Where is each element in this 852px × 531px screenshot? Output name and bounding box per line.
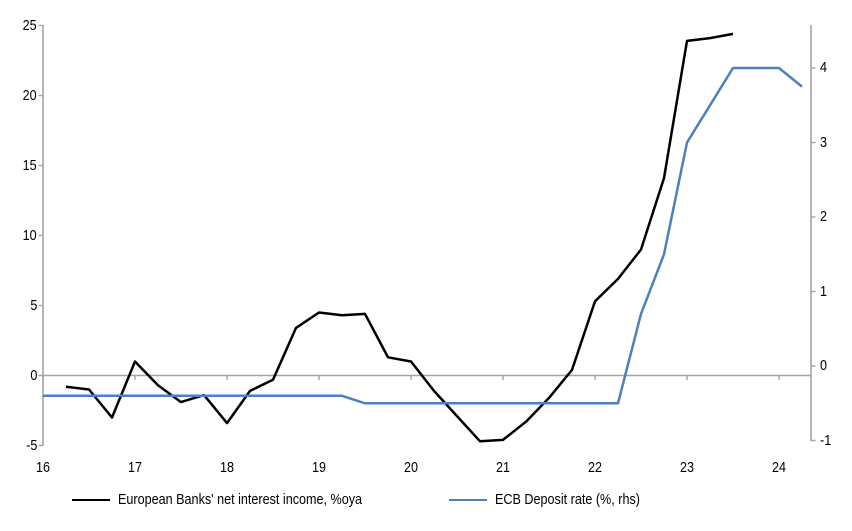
nii-line-swatch — [72, 499, 111, 501]
right-axis-tick-label: 1 — [820, 282, 828, 300]
x-axis-tick-label: 23 — [679, 459, 695, 476]
deposit-rate-line-series — [43, 66, 803, 405]
left-axis-tick-label: 20 — [22, 86, 37, 104]
legend-item-ecb: ECB Deposit rate (%, rhs) — [448, 491, 668, 508]
x-axis-tick-label: 16 — [35, 459, 51, 476]
left-axis-tick-label: 5 — [29, 296, 37, 314]
right-axis-tick-label: 4 — [820, 59, 828, 76]
nii-line-series — [65, 32, 734, 443]
x-axis-tick-label: 20 — [403, 459, 419, 476]
right-axis-tick-label: -1 — [820, 431, 832, 449]
chart-legend: European Banks' net interest income, %oy… — [0, 491, 740, 509]
ecb-line-swatch — [448, 499, 487, 501]
x-axis-tick-label: 22 — [587, 459, 603, 476]
left-axis-tick-label: 15 — [22, 156, 37, 174]
x-axis-tick-label: 17 — [127, 459, 143, 476]
legend-item-nii: European Banks' net interest income, %oy… — [72, 492, 409, 508]
left-axis-tick-label: 0 — [29, 366, 37, 384]
x-axis-tick-label: 19 — [311, 459, 327, 476]
right-axis-tick-label: 3 — [820, 133, 828, 151]
left-axis-tick-label: 10 — [22, 226, 37, 244]
left-axis-tick-label: 25 — [22, 16, 37, 34]
x-axis-tick-label: 24 — [771, 459, 787, 476]
x-axis-tick-label: 21 — [495, 459, 511, 476]
right-axis-tick-label: 2 — [820, 208, 828, 225]
x-axis-tick-label: 18 — [219, 459, 235, 476]
axes-layer — [38, 24, 816, 447]
right-axis-tick-label: 0 — [820, 357, 828, 374]
series-layer — [43, 32, 803, 443]
ecb-legend-label: ECB Deposit rate (%, rhs) — [494, 491, 640, 508]
nii-legend-label: European Banks' net interest income, %oy… — [118, 491, 363, 508]
left-axis-tick-label: -5 — [25, 436, 37, 454]
